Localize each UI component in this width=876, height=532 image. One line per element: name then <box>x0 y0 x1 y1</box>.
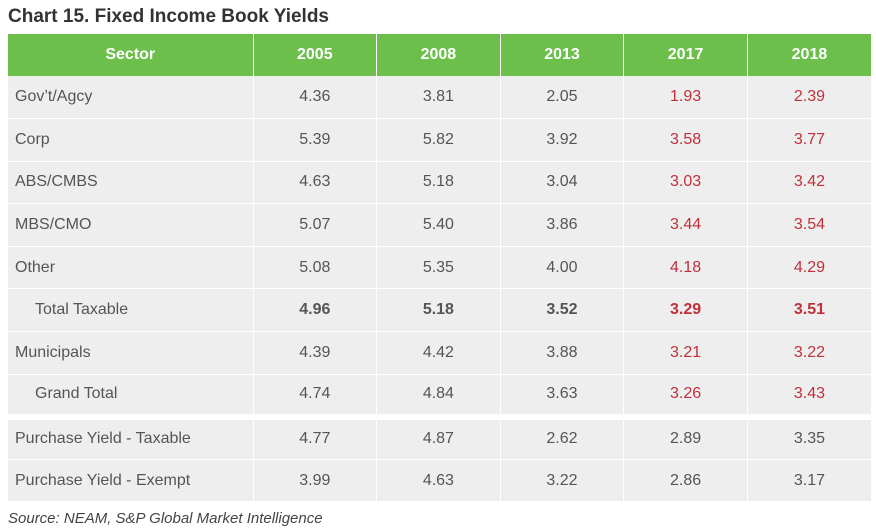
value-cell: 3.03 <box>623 161 748 205</box>
value-cell: 5.82 <box>376 118 501 162</box>
sector-cell: Municipals <box>8 331 254 375</box>
value-cell: 4.63 <box>376 459 501 503</box>
value-cell: 5.40 <box>376 203 501 247</box>
header-year-2017: 2017 <box>623 34 748 76</box>
table-row: Gov’t/Agcy 4.36 3.81 2.05 1.93 2.39 <box>8 76 871 120</box>
source-note: Source: NEAM, S&P Global Market Intellig… <box>8 510 323 527</box>
value-cell: 3.21 <box>623 331 748 375</box>
value-cell: 3.44 <box>623 203 748 247</box>
sector-cell: Other <box>8 246 254 290</box>
value-cell: 3.04 <box>500 161 625 205</box>
value-cell: 3.88 <box>500 331 625 375</box>
grand-total-row: Grand Total 4.74 4.84 3.63 3.26 3.43 <box>8 374 871 420</box>
value-cell: 3.58 <box>623 118 748 162</box>
value-cell: 3.99 <box>253 459 378 503</box>
value-cell: 3.43 <box>747 374 871 420</box>
header-year-2013: 2013 <box>500 34 625 76</box>
value-cell: 2.89 <box>623 416 748 460</box>
value-cell: 4.18 <box>623 246 748 290</box>
header-sector: Sector <box>8 34 254 76</box>
value-cell: 2.86 <box>623 459 748 503</box>
value-cell: 4.74 <box>253 374 378 420</box>
sector-cell: MBS/CMO <box>8 203 254 247</box>
header-year-2008: 2008 <box>376 34 501 76</box>
value-cell: 5.18 <box>376 161 501 205</box>
table-row: ABS/CMBS 4.63 5.18 3.04 3.03 3.42 <box>8 161 871 205</box>
table-row: Municipals 4.39 4.42 3.88 3.21 3.22 <box>8 331 871 375</box>
value-cell: 3.51 <box>747 288 871 333</box>
value-cell: 3.86 <box>500 203 625 247</box>
value-cell: 5.18 <box>376 288 501 333</box>
value-cell: 3.35 <box>747 416 871 460</box>
sector-cell: ABS/CMBS <box>8 161 254 205</box>
value-cell: 3.17 <box>747 459 871 503</box>
value-cell: 3.81 <box>376 76 501 120</box>
value-cell: 5.08 <box>253 246 378 290</box>
value-cell: 3.77 <box>747 118 871 162</box>
table-row: Purchase Yield - Taxable 4.77 4.87 2.62 … <box>8 416 871 460</box>
value-cell: 4.00 <box>500 246 625 290</box>
fixed-income-yields-table: Sector 2005 2008 2013 2017 2018 Gov’t/Ag… <box>8 34 871 503</box>
sector-cell: Purchase Yield - Taxable <box>8 416 254 460</box>
value-cell: 4.42 <box>376 331 501 375</box>
value-cell: 1.93 <box>623 76 748 120</box>
table-row: Other 5.08 5.35 4.00 4.18 4.29 <box>8 246 871 290</box>
value-cell: 4.63 <box>253 161 378 205</box>
value-cell: 4.96 <box>253 288 378 333</box>
header-row: Sector 2005 2008 2013 2017 2018 <box>8 34 871 76</box>
sector-cell: Grand Total <box>8 374 254 420</box>
value-cell: 5.35 <box>376 246 501 290</box>
value-cell: 4.77 <box>253 416 378 460</box>
value-cell: 4.36 <box>253 76 378 120</box>
sector-cell: Corp <box>8 118 254 162</box>
value-cell: 3.92 <box>500 118 625 162</box>
value-cell: 3.22 <box>747 331 871 375</box>
value-cell: 3.63 <box>500 374 625 420</box>
table-row: Corp 5.39 5.82 3.92 3.58 3.77 <box>8 118 871 162</box>
value-cell: 5.39 <box>253 118 378 162</box>
table-row: Purchase Yield - Exempt 3.99 4.63 3.22 2… <box>8 459 871 503</box>
value-cell: 4.29 <box>747 246 871 290</box>
value-cell: 3.52 <box>500 288 625 333</box>
value-cell: 4.39 <box>253 331 378 375</box>
value-cell: 3.42 <box>747 161 871 205</box>
sector-cell: Gov’t/Agcy <box>8 76 254 120</box>
value-cell: 2.05 <box>500 76 625 120</box>
value-cell: 2.62 <box>500 416 625 460</box>
value-cell: 4.84 <box>376 374 501 420</box>
sector-cell: Purchase Yield - Exempt <box>8 459 254 503</box>
value-cell: 3.54 <box>747 203 871 247</box>
value-cell: 3.22 <box>500 459 625 503</box>
value-cell: 3.29 <box>623 288 748 333</box>
header-year-2018: 2018 <box>791 46 828 63</box>
value-cell: 5.07 <box>253 203 378 247</box>
value-cell: 2.39 <box>747 76 871 120</box>
total-taxable-row: Total Taxable 4.96 5.18 3.52 3.29 3.51 <box>8 288 871 333</box>
chart-title: Chart 15. Fixed Income Book Yields <box>8 6 329 27</box>
header-year-2005: 2005 <box>253 34 378 76</box>
table-row: MBS/CMO 5.07 5.40 3.86 3.44 3.54 <box>8 203 871 247</box>
value-cell: 3.26 <box>623 374 748 420</box>
value-cell: 4.87 <box>376 416 501 460</box>
sector-cell: Total Taxable <box>8 288 254 333</box>
